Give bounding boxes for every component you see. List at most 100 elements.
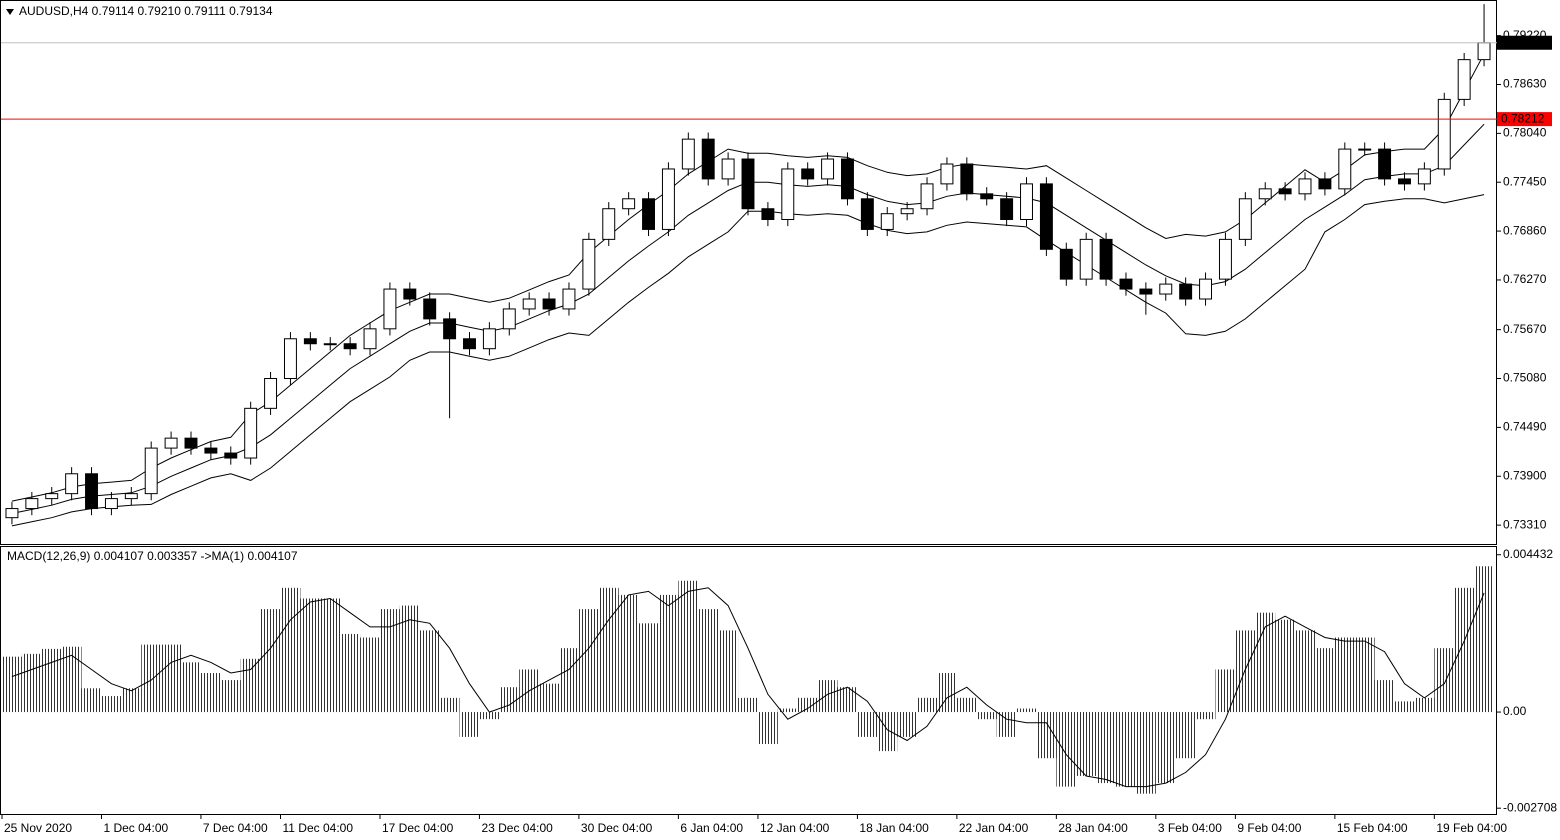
- macd-bar: [2, 656, 22, 713]
- macd-bar: [260, 609, 281, 713]
- candle-body: [1318, 178, 1332, 190]
- macd-bar: [658, 594, 679, 713]
- y-tick-label: 0.78040: [1503, 126, 1547, 140]
- candle-body: [1179, 283, 1193, 300]
- x-tick-label: 23 Dec 04:00: [481, 821, 553, 835]
- candle-body: [482, 328, 496, 350]
- y-tick-label: 0.76860: [1503, 223, 1547, 237]
- macd-bar: [797, 697, 818, 713]
- candle-body: [821, 158, 835, 180]
- level-label: 0.78212: [1501, 111, 1545, 125]
- macd-bar: [598, 587, 619, 713]
- candle-body: [1378, 148, 1392, 180]
- x-tick-label: 7 Dec 04:00: [203, 821, 268, 835]
- candle-body: [303, 338, 317, 345]
- candle-body: [463, 338, 476, 350]
- macd-bar: [956, 697, 977, 713]
- macd-bar: [1195, 712, 1216, 720]
- macd-bar: [459, 712, 480, 737]
- candle-body: [1139, 288, 1153, 295]
- macd-bar: [996, 712, 1017, 737]
- candle-body: [1358, 148, 1372, 151]
- candle-body: [880, 213, 894, 230]
- macd-bar: [280, 587, 301, 713]
- candle-body: [45, 493, 59, 500]
- level-box: [1497, 112, 1552, 127]
- candle-body: [124, 493, 138, 500]
- candle-body: [283, 338, 297, 380]
- candle-body: [701, 138, 715, 180]
- candle-body: [582, 238, 596, 290]
- price-panel: [0, 0, 1497, 545]
- macd-bar: [539, 683, 560, 713]
- macd-bar: [897, 712, 918, 737]
- macd-bar: [777, 708, 798, 713]
- candle-body: [522, 298, 536, 310]
- candle-body: [1398, 178, 1411, 185]
- y-tick-label: -0.002708: [1503, 800, 1557, 814]
- x-tick-label: 17 Dec 04:00: [382, 821, 454, 835]
- macd-bar: [1414, 697, 1435, 713]
- macd-bar: [1155, 712, 1176, 784]
- macd-bar: [121, 688, 142, 713]
- candle-body: [562, 288, 576, 310]
- macd-bar: [41, 648, 62, 713]
- candle-body: [1258, 188, 1272, 200]
- x-tick-label: 22 Jan 04:00: [959, 821, 1029, 835]
- macd-bar: [499, 687, 520, 713]
- macd-bar: [936, 673, 957, 713]
- candle-body: [622, 198, 636, 210]
- symbol-menu[interactable]: [6, 9, 14, 15]
- macd-bar: [479, 712, 500, 720]
- candle-body: [741, 158, 755, 210]
- macd-bar: [141, 644, 162, 713]
- macd-bar: [1116, 712, 1136, 787]
- macd-bar: [81, 688, 102, 713]
- candle-body: [781, 168, 795, 220]
- y-tick-label: 0.76270: [1503, 272, 1547, 286]
- candle-body: [721, 158, 735, 180]
- candle-body: [343, 343, 357, 350]
- candle-body: [840, 158, 854, 200]
- candle-body: [1417, 168, 1431, 185]
- candle-body: [383, 288, 397, 330]
- macd-bar: [638, 623, 659, 713]
- macd-bar: [419, 630, 440, 713]
- x-tick-label: 12 Jan 04:00: [760, 821, 830, 835]
- candle-body: [65, 473, 79, 495]
- x-tick-label: 1 Dec 04:00: [103, 821, 168, 835]
- x-tick-label: 30 Dec 04:00: [581, 821, 653, 835]
- macd-bar: [300, 598, 321, 713]
- y-tick-label: 0.73900: [1503, 468, 1547, 482]
- candle-body: [323, 343, 337, 346]
- macd-bar: [698, 609, 719, 713]
- macd-bar: [1334, 637, 1355, 713]
- x-tick-label: 19 Feb 04:00: [1436, 821, 1507, 835]
- candle-body: [244, 407, 258, 459]
- candle-body: [264, 378, 278, 409]
- candle-body: [1238, 198, 1252, 240]
- macd-bar: [1175, 712, 1196, 759]
- y-tick-label: 0.78630: [1503, 77, 1547, 91]
- macd-bar: [817, 680, 838, 713]
- candle-body: [960, 163, 974, 195]
- candle-body: [542, 298, 556, 310]
- macd-bar: [757, 712, 778, 745]
- candle-body: [1278, 188, 1292, 195]
- macd-bar: [1215, 669, 1236, 713]
- candle-body: [661, 168, 675, 230]
- candle-body: [1199, 278, 1213, 300]
- candle-body: [980, 193, 994, 200]
- candle-body: [900, 208, 914, 215]
- candle-body: [1039, 183, 1053, 250]
- candle-body: [1119, 278, 1133, 290]
- macd-bar: [340, 633, 361, 713]
- y-tick-label: 0.75080: [1503, 371, 1547, 385]
- x-tick-label: 15 Feb 04:00: [1337, 821, 1408, 835]
- macd-bar: [1474, 566, 1494, 713]
- candle-body: [681, 138, 695, 170]
- macd-bar: [360, 637, 380, 713]
- x-tick-label: 25 Nov 2020: [4, 821, 72, 835]
- candle-body: [423, 298, 437, 320]
- macd-bar: [200, 673, 221, 713]
